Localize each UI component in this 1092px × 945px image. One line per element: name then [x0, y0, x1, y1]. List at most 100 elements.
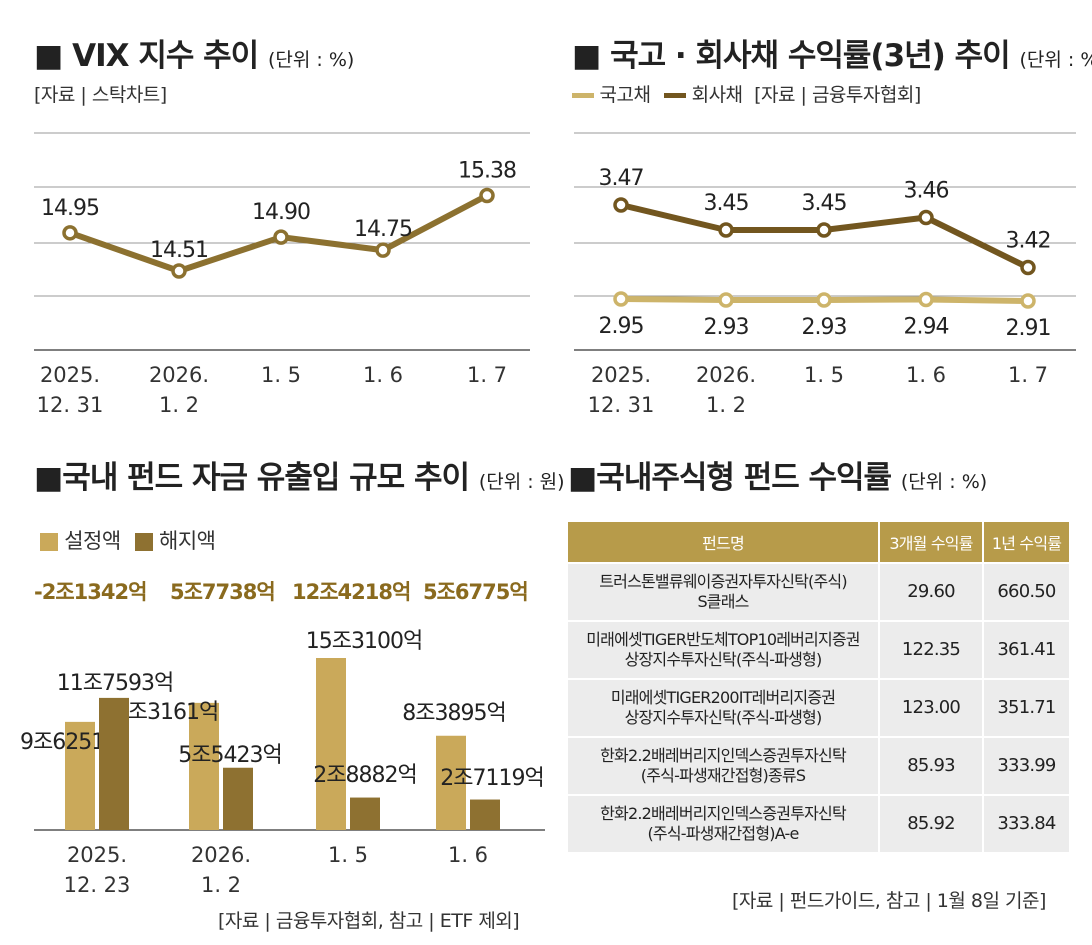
legend-outflow-swatch	[134, 533, 153, 551]
legend-corp-swatch	[664, 93, 687, 98]
vix-point	[375, 242, 391, 258]
table-row: 트러스톤밸류웨이증권자투자신탁(주식) S클래스 29.60 660.50	[568, 562, 1071, 621]
vix-data-label: 14.51	[150, 238, 208, 263]
gov-bond-point	[816, 292, 832, 308]
x-tick-label: 12. 31	[588, 393, 655, 417]
gov-bond-label: 2.94	[904, 315, 949, 340]
outflow-label: 5조5423억	[178, 743, 281, 768]
gov-bond-label: 2.93	[802, 315, 847, 340]
return-3m-cell: 29.60	[879, 562, 984, 621]
fundreturn-source: [자료 | 펀드가이드, 참고 | 1월 8일 기준]	[732, 890, 1046, 912]
x-tick-label: 2025.	[591, 363, 651, 387]
net-flow-1: 5조7738억	[170, 580, 276, 604]
corp-bond-label: 3.42	[1006, 229, 1051, 254]
corp-bond-point	[816, 222, 832, 238]
col-fund-name: 펀드명	[568, 522, 880, 563]
table-row: 한화2.2배레버리지인덱스증권투자신탁 (주식-파생재간접형)A-e 85.92 33…	[568, 794, 1071, 852]
net-flow-0: -2조1342억	[34, 580, 147, 604]
gov-bond-point	[613, 291, 629, 307]
table-row: 미래에셋TIGER반도체TOP10레버리지증권 상장지수투자신탁(주식-파생형) 1…	[568, 620, 1071, 679]
bonds-title: ■ 국고 · 회사채 수익률(3년) 추이 (단위 : %)	[572, 30, 1092, 75]
x-tick-label: 1. 6	[363, 363, 403, 387]
bonds-unit: (단위 : %)	[1019, 49, 1092, 71]
vix-data-label: 14.75	[354, 217, 412, 242]
return-1y-cell: 333.99	[983, 736, 1071, 795]
return-1y-cell: 333.84	[983, 794, 1071, 852]
x-tick-label: 2026.	[191, 843, 251, 867]
outflow-bar	[470, 799, 500, 830]
outflow-bar	[350, 797, 380, 830]
vix-source: [자료 | 스탁차트]	[34, 84, 167, 106]
x-tick-label: 12. 23	[64, 873, 131, 897]
gov-bond-label: 2.91	[1006, 316, 1051, 341]
corp-bond-point	[918, 209, 934, 226]
fundflow-title: ■국내 펀드 자금 유출입 규모 추이 (단위 : 원)	[34, 460, 565, 496]
inflow-bar	[65, 721, 95, 830]
vix-point	[171, 263, 187, 279]
x-tick-label: 2026.	[696, 363, 756, 387]
gov-bond-label: 2.93	[704, 315, 749, 340]
x-tick-label: 1. 7	[467, 363, 507, 387]
fund-name-cell: 미래에셋TIGER200IT레버리지증권 상장지수투자신탁(주식-파생형)	[568, 678, 880, 737]
return-3m-cell: 85.92	[879, 794, 984, 852]
fund-name-cell: 한화2.2배레버리지인덱스증권투자신탁 (주식-파생재간접형)A-e	[568, 794, 880, 852]
gov-bond-label: 2.95	[599, 314, 644, 339]
inflow-label: 15조3100억	[306, 629, 422, 654]
vix-point	[273, 229, 289, 245]
bonds-chart: 3.47 3.45 3.45 3.46 3.42 2.95 2.93 2.93 2.94 2.91…	[574, 132, 1076, 417]
outflow-label: 11조7593억	[57, 671, 173, 696]
fundflow-chart: 9조6251억11조3161억15조3100억8조3895억11조7593억5조…	[20, 629, 545, 897]
x-tick-label: 1. 5	[261, 363, 301, 387]
fundreturn-title: ■국내주식형 펀드 수익률 (단위 : %)	[568, 460, 988, 496]
x-tick-label: 1. 7	[1008, 363, 1048, 387]
x-tick-label: 1. 6	[448, 843, 488, 867]
legend-corp-label: 회사채	[691, 84, 743, 106]
vix-point	[479, 187, 495, 204]
table-row: 미래에셋TIGER200IT레버리지증권 상장지수투자신탁(주식-파생형) 123.…	[568, 678, 1071, 737]
corp-bond-label: 3.45	[802, 191, 847, 216]
outflow-bar	[223, 767, 253, 830]
corp-bond-label: 3.46	[904, 179, 949, 204]
vix-unit: (단위 : %)	[267, 49, 355, 71]
net-flow-2: 12조4218억	[292, 580, 411, 604]
fundflow-unit: (단위 : 원)	[478, 471, 565, 493]
x-tick-label: 2025.	[67, 843, 127, 867]
return-3m-cell: 85.93	[879, 736, 984, 795]
corp-bond-label: 3.47	[599, 166, 644, 191]
x-tick-label: 1. 6	[906, 363, 946, 387]
vix-data-label: 14.90	[252, 200, 310, 225]
inflow-bar	[436, 735, 466, 830]
x-tick-label: 1. 5	[804, 363, 844, 387]
x-tick-label: 2025.	[40, 363, 100, 387]
return-1y-cell: 361.41	[983, 620, 1071, 679]
x-tick-label: 1. 5	[328, 843, 368, 867]
x-tick-label: 1. 2	[706, 393, 746, 417]
x-tick-label: 2026.	[149, 363, 209, 387]
vix-data-label: 15.38	[458, 158, 516, 183]
gov-bond-point	[918, 291, 934, 308]
corp-bond-label: 3.45	[704, 191, 749, 216]
return-1y-cell: 351.71	[983, 678, 1071, 737]
fundreturn-unit: (단위 : %)	[900, 471, 988, 493]
bonds-legend: 국고채 회사채 [자료 | 금융투자협회]	[572, 80, 921, 107]
legend-gov-swatch	[572, 93, 594, 98]
outflow-label: 2조8882억	[313, 763, 416, 788]
outflow-bar	[99, 697, 129, 830]
vix-point	[62, 225, 78, 241]
net-flow-3: 5조6775억	[423, 580, 529, 604]
inflow-bar	[189, 702, 219, 830]
fundflow-legend: 설정액 해지액	[40, 525, 216, 555]
gov-bond-point	[1020, 293, 1036, 309]
legend-outflow-label: 해지액	[159, 529, 216, 553]
fund-name-cell: 트러스톤밸류웨이증권자투자신탁(주식) S클래스	[568, 562, 880, 621]
legend-gov-label: 국고채	[599, 84, 651, 106]
col-1y-return: 1년 수익률	[983, 522, 1071, 563]
return-1y-cell: 660.50	[983, 562, 1071, 621]
vix-data-label: 14.95	[41, 196, 99, 221]
outflow-label: 2조7119억	[440, 766, 543, 791]
vix-chart: 14.95 14.51 14.90 14.75 15.38 2025. 12. 31 2026…	[34, 132, 530, 417]
return-3m-cell: 122.35	[879, 620, 984, 679]
fund-name-cell: 미래에셋TIGER반도체TOP10레버리지증권 상장지수투자신탁(주식-파생형)	[568, 620, 880, 679]
x-tick-label: 1. 2	[201, 873, 241, 897]
gov-bond-point	[718, 292, 734, 308]
